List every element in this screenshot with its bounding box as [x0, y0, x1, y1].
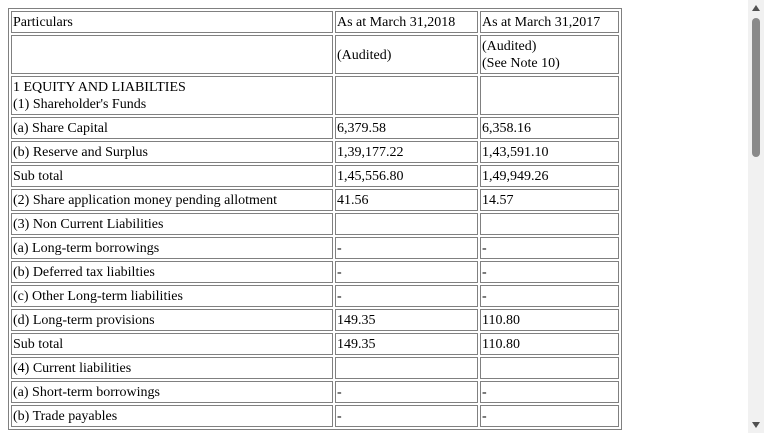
row-label: (2) Share application money pending allo… [11, 189, 333, 211]
row-value-2018: 6,379.58 [335, 117, 478, 139]
row-value-2017: - [480, 237, 619, 259]
scroll-up-button[interactable] [748, 0, 764, 16]
table-row: (c) Other Long-term liabilities - - [11, 285, 619, 307]
row-value-2018: - [335, 237, 478, 259]
row-value-2018: 41.56 [335, 189, 478, 211]
row-value-2017: 14.57 [480, 189, 619, 211]
row-label: Sub total [11, 165, 333, 187]
document-viewport: Particulars As at March 31,2018 As at Ma… [8, 8, 622, 430]
table-row: (3) Non Current Liabilities [11, 213, 619, 235]
row-value-2017: 1,43,591.10 [480, 141, 619, 163]
row-value-2018: 1,39,177.22 [335, 141, 478, 163]
row-label: Sub total [11, 333, 333, 355]
row-value-2018: 149.35 [335, 333, 478, 355]
triangle-down-icon [752, 422, 760, 428]
balance-sheet-table: Particulars As at March 31,2018 As at Ma… [8, 8, 622, 430]
table-row: Sub total 149.35 110.80 [11, 333, 619, 355]
table-row: (a) Short-term borrowings - - [11, 381, 619, 403]
row-label: (a) Short-term borrowings [11, 381, 333, 403]
triangle-up-icon [752, 5, 760, 11]
audit-empty-cell [11, 35, 333, 74]
row-label: (a) Share Capital [11, 117, 333, 139]
row-label: (c) Other Long-term liabilities [11, 285, 333, 307]
scrollbar-thumb[interactable] [752, 18, 760, 157]
audit-2017: (Audited) (See Note 10) [480, 35, 619, 74]
table-row: (a) Long-term borrowings - - [11, 237, 619, 259]
table-row: (2) Share application money pending allo… [11, 189, 619, 211]
section-heading-cell: 1 EQUITY AND LIABILTIES (1) Shareholder'… [11, 76, 333, 115]
table-row: (b) Deferred tax liabilties - - [11, 261, 619, 283]
row-label: (4) Current liabilities [11, 357, 333, 379]
row-value-2017: 1,49,949.26 [480, 165, 619, 187]
row-value-2017 [480, 357, 619, 379]
row-value-2017: - [480, 381, 619, 403]
row-value-2018: - [335, 285, 478, 307]
table-row: (4) Current liabilities [11, 357, 619, 379]
section-empty-2017 [480, 76, 619, 115]
row-value-2018 [335, 213, 478, 235]
scroll-down-button[interactable] [748, 417, 764, 433]
row-value-2017: - [480, 405, 619, 427]
row-value-2017: 6,358.16 [480, 117, 619, 139]
section-subtitle: (1) Shareholder's Funds [13, 97, 147, 112]
row-value-2018: 149.35 [335, 309, 478, 331]
table-row: (a) Share Capital 6,379.58 6,358.16 [11, 117, 619, 139]
table-row: (d) Long-term provisions 149.35 110.80 [11, 309, 619, 331]
table-row: (b) Trade payables - - [11, 405, 619, 427]
row-label: (b) Deferred tax liabilties [11, 261, 333, 283]
row-value-2017 [480, 213, 619, 235]
table-row: (b) Reserve and Surplus 1,39,177.22 1,43,5… [11, 141, 619, 163]
row-value-2018: - [335, 405, 478, 427]
row-value-2018: - [335, 381, 478, 403]
row-value-2017: 110.80 [480, 309, 619, 331]
header-particulars: Particulars [11, 11, 333, 33]
row-label: (b) Trade payables [11, 405, 333, 427]
row-label: (d) Long-term provisions [11, 309, 333, 331]
row-value-2018: 1,45,556.80 [335, 165, 478, 187]
section-title: 1 EQUITY AND LIABILTIES [13, 80, 186, 95]
row-label: (3) Non Current Liabilities [11, 213, 333, 235]
row-value-2017: - [480, 261, 619, 283]
row-label: (a) Long-term borrowings [11, 237, 333, 259]
audit-2017-line1: (Audited) [482, 39, 537, 54]
audit-2018: (Audited) [335, 35, 478, 74]
section-heading-row: 1 EQUITY AND LIABILTIES (1) Shareholder'… [11, 76, 619, 115]
header-2018: As at March 31,2018 [335, 11, 478, 33]
table-header-row: Particulars As at March 31,2018 As at Ma… [11, 11, 619, 33]
row-value-2017: 110.80 [480, 333, 619, 355]
row-label: (b) Reserve and Surplus [11, 141, 333, 163]
row-value-2017: - [480, 285, 619, 307]
section-empty-2018 [335, 76, 478, 115]
audit-status-row: (Audited) (Audited) (See Note 10) [11, 35, 619, 74]
row-value-2018 [335, 357, 478, 379]
vertical-scrollbar[interactable] [748, 0, 764, 433]
audit-2017-line2: (See Note 10) [482, 56, 560, 71]
table-row: Sub total 1,45,556.80 1,49,949.26 [11, 165, 619, 187]
row-value-2018: - [335, 261, 478, 283]
header-2017: As at March 31,2017 [480, 11, 619, 33]
